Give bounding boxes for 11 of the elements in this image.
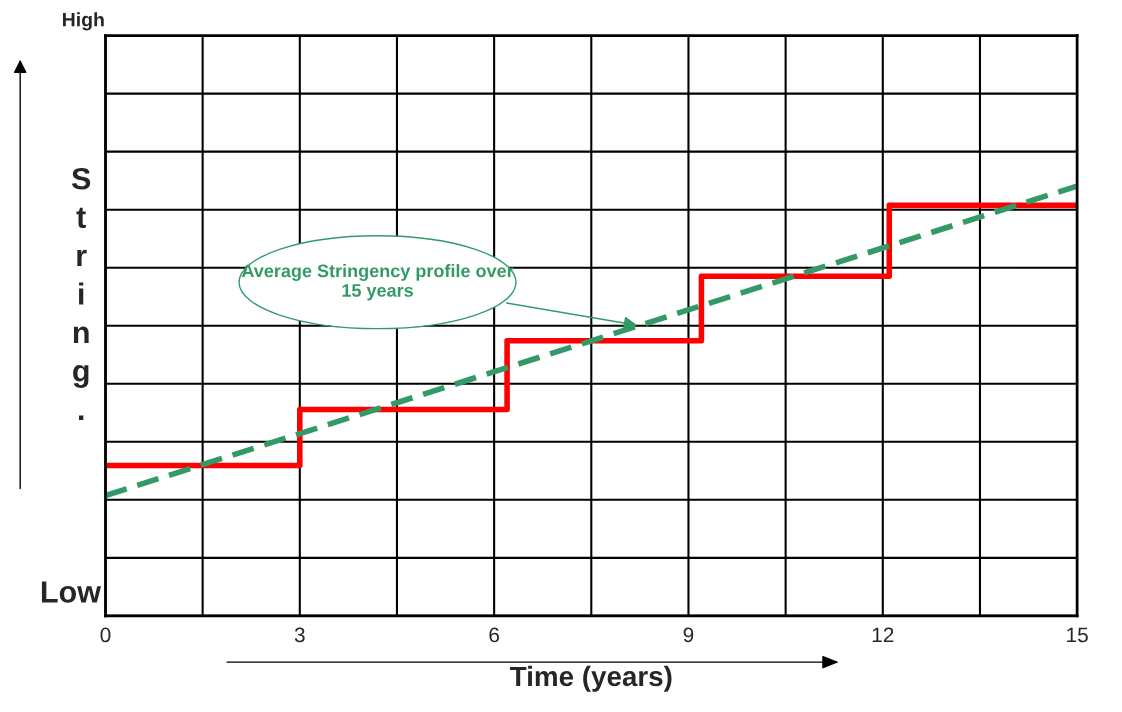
annotation: Average Stringency profile over 15 years bbox=[241, 264, 514, 301]
x-tick-label: 9 bbox=[683, 627, 694, 643]
x-tick-label: 6 bbox=[489, 627, 500, 643]
text: High bbox=[63, 12, 104, 31]
text: Low bbox=[41, 581, 102, 603]
x-tick-label: 15 bbox=[1067, 627, 1088, 643]
y-axis-title: String. bbox=[71, 167, 91, 421]
x-axis-title: Time (years) bbox=[510, 665, 672, 692]
x-tick-label: 3 bbox=[294, 627, 305, 643]
x-tick-label: 0 bbox=[100, 627, 111, 643]
x-tick-label: 12 bbox=[872, 627, 894, 643]
